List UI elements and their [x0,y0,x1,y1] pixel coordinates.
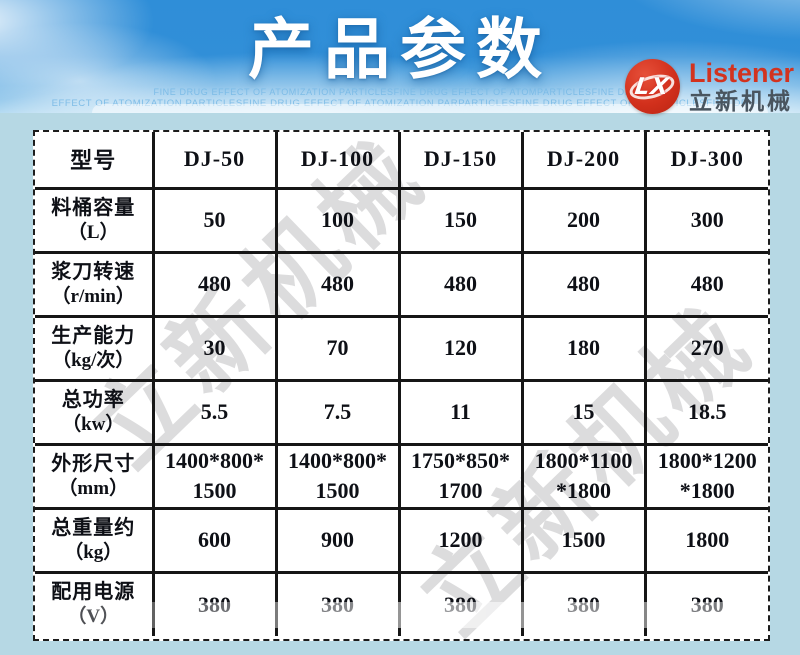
value-cell: 5.5 [153,380,278,446]
table-row: 配用电源 （V） 380 380 380 380 380 [35,572,768,636]
value-cell: 380 [276,572,401,636]
table-row: 外形尺寸 （mm） 1400*800* 1500 1400*800* 1500 … [35,444,768,510]
value-cell: 1400*800* 1500 [276,444,401,510]
table-row: 生产能力 （kg/次） 30 70 120 180 270 [35,316,768,382]
header-cell: DJ-200 [522,132,647,190]
header-cell: DJ-300 [645,132,768,190]
header-cell-model: 型号 [35,132,155,190]
row-label-text: 总重量约 [51,516,136,539]
value-cell: 900 [276,508,401,574]
row-label-text: 配用电源 [51,581,136,604]
value-cell: 18.5 [645,380,768,446]
row-label: 生产能力 （kg/次） [35,316,155,382]
value-cell: 50 [153,188,278,254]
lx-logo-icon: LX [624,59,680,114]
row-label-text: 总功率 [61,388,125,411]
value-cell: 480 [645,252,768,318]
value-cell: 200 [522,188,647,254]
value-cell: 380 [522,572,647,636]
value-cell: 1500 [522,508,647,574]
value-cell: 1400*800* 1500 [153,444,278,510]
haze-strip [92,104,768,113]
row-label: 总重量约 （kg） [35,508,155,574]
header-cell: DJ-50 [153,132,278,190]
brand-name-cn: 立新机械 [688,88,793,114]
row-unit-text: （V） [67,606,120,628]
table-row: 浆刀转速 （r/min） 480 480 480 480 480 [35,252,768,318]
value-cell: 380 [690,591,724,617]
value-cell: 180 [522,316,647,382]
row-label-text: 料桶容量 [51,196,136,219]
value-cell: 380 [399,572,524,636]
value-cell: 1800*1200 *1800 [645,444,768,510]
banner-tagline-2: EFFECT OF ATOMIZATION PARTICLESFINE DRUG… [51,98,748,109]
value-cell: 600 [153,508,278,574]
value-cell: 11 [399,380,524,446]
row-unit-text: （r/min） [51,285,135,307]
row-label: 外形尺寸 （mm） [35,444,155,510]
table-row: 总重量约 （kg） 600 900 1200 1500 1800 [35,508,768,574]
row-label-text: 生产能力 [51,324,136,347]
row-label-text: 外形尺寸 [51,452,136,475]
value-cell: 70 [276,316,401,382]
value-cell: 1750*850* 1700 [399,444,524,510]
table-row: 总功率 （kw） 5.5 7.5 11 15 18.5 [35,380,768,446]
brand-text: Listener 立新机械 [689,60,794,113]
value-cell: 1800*1100 *1800 [522,444,647,510]
banner-tagline-1: FINE DRUG EFFECT OF ATOMIZATION PARTICLE… [153,87,647,97]
value-cell: 1800 [645,508,768,574]
row-label: 总功率 （kw） [35,380,155,446]
row-label: 浆刀转速 （r/min） [35,252,155,318]
value-cell: 120 [399,316,524,382]
table-header-row: 型号 DJ-50 DJ-100 DJ-150 DJ-200 DJ-300 [35,132,768,190]
brand-name-en: Listener [688,58,794,88]
table-row: 料桶容量 （L） 50 100 150 200 300 [35,188,768,254]
value-cell: 30 [153,316,278,382]
value-cell: 150 [399,188,524,254]
spec-table-panel: 立新机械 立新机械 型号 DJ-50 DJ-100 DJ-150 DJ-200 … [33,130,770,641]
value-cell: 15 [522,380,647,446]
row-unit-text: （L） [67,221,119,243]
row-label: 配用电源 （V） [35,572,155,636]
value-cell: 480 [399,252,524,318]
value-cell: 7.5 [276,380,401,446]
value-cell: 1200 [399,508,524,574]
page-title: 产品参数 [248,11,552,88]
value-cell: 480 [276,252,401,318]
row-unit-text: （kg/次） [52,349,135,371]
row-unit-text: （mm） [58,477,129,499]
header-cell: DJ-100 [276,132,401,190]
value-cell: 100 [276,188,401,254]
value-cell: 480 [153,252,278,318]
value-cell: 380 [153,572,278,636]
value-cell: 270 [645,316,768,382]
value-cell: 300 [645,188,768,254]
row-label: 料桶容量 （L） [35,188,155,254]
logo-initials: LX [633,73,672,100]
header-cell: DJ-150 [399,132,524,190]
row-unit-text: （kw） [62,413,125,435]
row-unit-text: （kg） [64,541,123,563]
spec-table: 型号 DJ-50 DJ-100 DJ-150 DJ-200 DJ-300 料桶容… [35,132,768,636]
value-cell: 480 [522,252,647,318]
row-label-text: 浆刀转速 [51,260,136,283]
brand-logo: LX Listener 立新机械 [624,59,794,114]
sky-banner: 产品参数 FINE DRUG EFFECT OF ATOMIZATION PAR… [0,0,800,113]
